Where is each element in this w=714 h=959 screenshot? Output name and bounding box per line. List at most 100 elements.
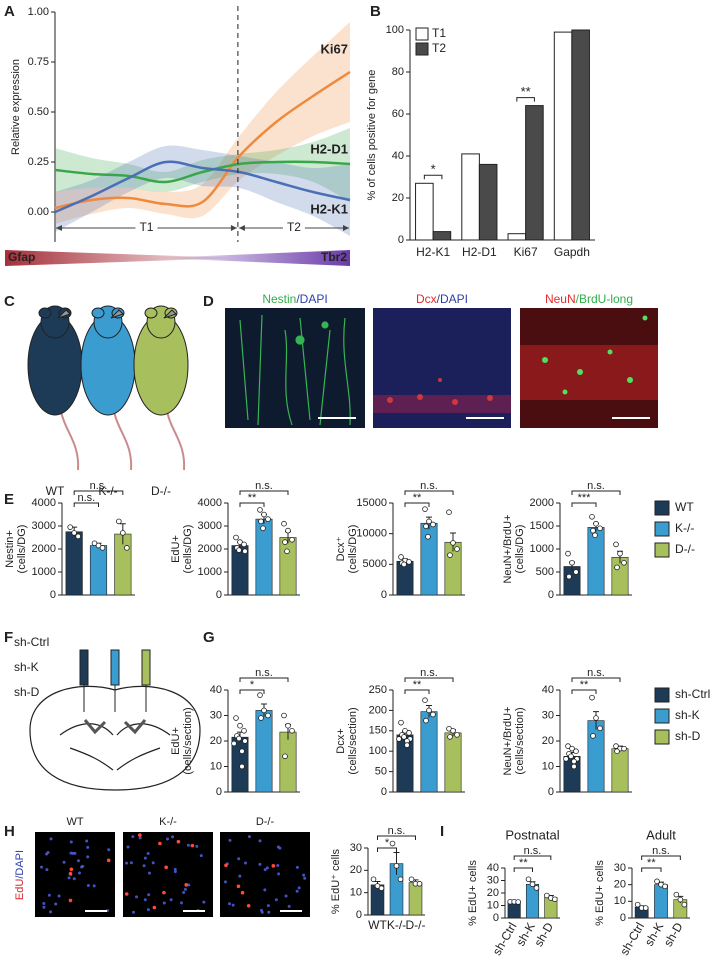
y-axis-label: EdU+ [170,727,182,755]
data-point [552,896,558,903]
data-point [261,511,267,518]
data-point [447,552,453,558]
data-point [597,725,603,732]
data-point [677,896,684,903]
nucleus [173,867,177,871]
y-tick-label: 60 [392,108,404,120]
data-point [239,763,245,770]
legend-label: K-/- [675,521,694,535]
data-point [397,876,404,883]
y-tick-label: 3000 [198,520,222,532]
legend-swatch [654,542,670,558]
nucleus [187,883,191,887]
confidence-band [55,22,350,224]
chart-title: Adult [646,827,676,842]
bar [553,31,573,241]
data-point [282,753,288,760]
significance-label: * [385,837,390,849]
nucleus [303,876,307,880]
significance-bracket [377,847,397,852]
y-tick-label: 20 [392,192,404,204]
data-point [423,717,429,724]
legend-swatch [654,500,670,516]
y-axis-label: (cells/DG) [182,525,194,574]
image-title: Nestin/DAPI [262,292,327,306]
y-tick-label: 30 [350,842,362,854]
bar [654,884,668,919]
y-axis-label: % EdU+ cells [467,860,479,926]
panel-letter: B [370,3,381,20]
data-point [71,530,77,536]
data-point [396,736,402,742]
data-point [378,885,385,891]
significance-bracket [239,689,265,694]
data-point [589,694,595,701]
y-tick-label: 30 [614,862,626,874]
significance-label: n.s. [255,480,273,492]
edu-cell [124,892,129,896]
edu-cell [68,871,73,876]
significance-label: * [431,162,436,177]
significance-bracket [641,867,662,872]
significance-bracket [404,689,430,694]
y-tick-label: 40 [487,862,499,874]
nucleus [81,864,85,868]
nucleus [107,848,111,852]
data-point [284,548,290,555]
data-point [654,878,660,885]
significance-bracket [377,835,416,840]
legend-swatch [654,729,670,745]
data-point [568,753,574,760]
significance-label: n.s. [420,480,438,492]
significance-bracket [516,97,535,102]
title-part: Dcx [416,292,437,306]
data-point [408,876,415,883]
y-tick-label: 10 [210,760,222,772]
significance-label: ** [248,492,257,504]
y-tick-label: 80 [392,66,404,78]
bar [478,163,498,241]
image-label: K-/- [159,816,177,828]
trend-line [54,70,351,210]
edu-image-wt [35,832,115,917]
significance-label: ** [647,857,656,869]
nucleus [284,894,288,898]
mouse-illustrations [27,305,189,471]
y-tick-label: 30 [210,709,222,721]
nucleus [40,865,44,869]
y-tick-label: 250 [369,684,387,696]
mouse-label: WT [46,484,65,498]
data-point [566,573,572,580]
image-label: D-/- [256,816,275,828]
significance-label: *** [578,492,592,504]
y-tick-label: 0 [216,589,222,601]
data-point [281,712,287,719]
gradient-label: Gfap [8,250,35,264]
data-point [533,885,540,891]
nucleus [227,902,231,906]
panel-letter: C [4,293,15,310]
data-point [265,516,271,522]
edu-cell [184,883,189,887]
y-tick-label: 20 [210,735,222,747]
x-tick-label: H2-K1 [416,245,450,259]
data-point [613,541,619,548]
data-point [617,550,623,557]
nucleus [62,860,66,864]
nucleus [263,868,267,872]
data-point [233,534,239,541]
nucleus [173,870,177,874]
data-point [426,518,432,525]
y-tick-label: 0.75 [28,56,49,68]
nucleus [147,871,151,875]
y-axis-label: (cells/DG) [16,525,28,574]
y-axis-label: (cells/section) [347,707,359,774]
data-point [285,527,291,534]
legend-swatch [654,687,670,703]
nucleus [165,837,169,841]
nucleus [223,880,227,884]
nucleus [146,851,150,855]
data-point [237,722,243,729]
legend-swatch [654,521,670,537]
